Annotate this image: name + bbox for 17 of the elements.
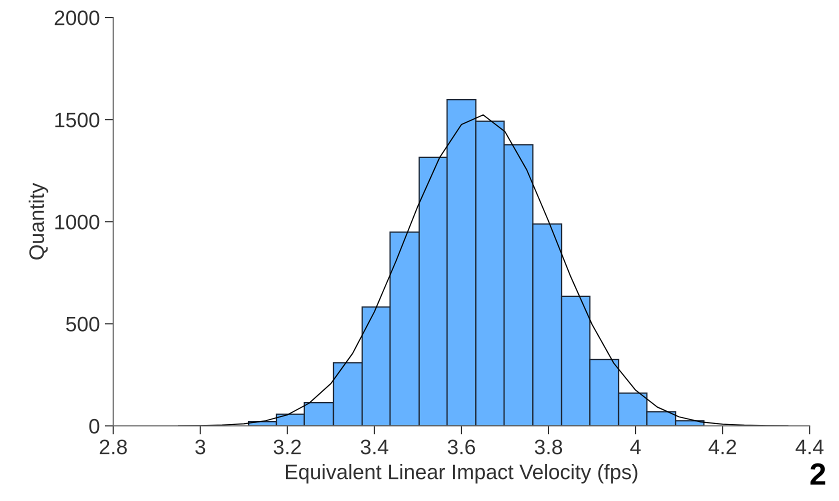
y-tick-label: 1000 [55, 214, 100, 230]
y-tick-label: 500 [66, 316, 100, 332]
x-tick-label: 4 [630, 440, 641, 454]
x-tick-label: 4.4 [796, 440, 824, 454]
text: 2 [810, 463, 826, 485]
x-tick-label: 3.2 [274, 440, 301, 454]
y-axis-title: Quantity [28, 182, 48, 260]
x-tick-label: 3.4 [360, 440, 388, 454]
x-tick-label: 3 [195, 440, 206, 454]
x-tick-label: 2.8 [100, 440, 127, 454]
y-tick-label: 0 [89, 418, 100, 434]
y-tick-label: 2000 [54, 10, 100, 26]
y-tick-label: 1500 [55, 112, 100, 128]
x-axis-title: Equivalent Linear Impact Velocity (fps) [286, 464, 638, 484]
x-tick-label: 3.8 [534, 440, 562, 454]
x-tick-label: 4.2 [708, 440, 736, 454]
x-tick-label: 3.6 [448, 440, 476, 454]
